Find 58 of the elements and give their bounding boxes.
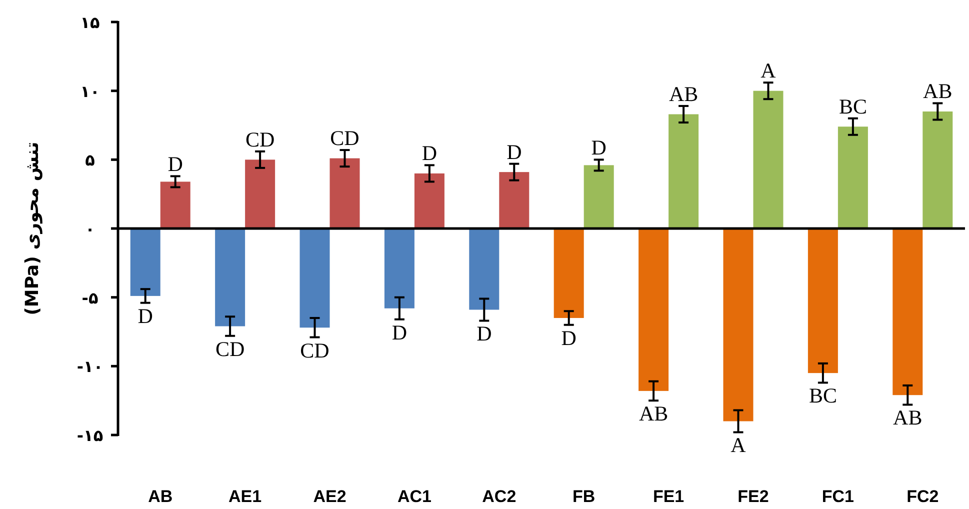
bar [499, 172, 530, 228]
y-axis-title: تنش محوری (MPa) [22, 142, 43, 316]
bar [469, 228, 500, 310]
y-tick-label: ۱۰ [80, 82, 100, 101]
x-tick-label: AC2 [482, 487, 516, 506]
y-tick-label: ۱۵ [80, 13, 100, 32]
x-tick-label: FC2 [906, 487, 939, 506]
bar [638, 228, 669, 391]
data-label: BC [838, 94, 867, 118]
bar [554, 228, 584, 318]
data-label: AB [893, 406, 922, 430]
y-tick-label: ۵ [85, 150, 96, 170]
y-tick-label: ۰ [85, 220, 95, 238]
bar [330, 158, 360, 228]
data-label: D [422, 141, 438, 166]
bar [808, 228, 838, 374]
data-label: D [168, 152, 183, 176]
x-tick-label: FE2 [738, 487, 769, 506]
bar [668, 114, 699, 228]
data-label: CD [215, 336, 245, 361]
bar [384, 228, 414, 308]
x-tick-label: AE2 [313, 487, 346, 506]
bar [723, 228, 754, 422]
bar [922, 111, 953, 228]
data-label: D [138, 304, 153, 328]
bar [160, 182, 190, 228]
data-label: BC [808, 384, 837, 408]
bar [245, 160, 276, 228]
data-label: D [506, 140, 522, 164]
data-label: AB [923, 79, 952, 104]
data-label: D [476, 322, 492, 346]
data-label: CD [245, 127, 275, 152]
x-tick-label: FE1 [652, 487, 684, 506]
y-tick-label: -۱۰ [76, 357, 104, 376]
data-label: A [760, 58, 777, 83]
data-label: D [392, 320, 408, 344]
data-label: A [730, 433, 747, 458]
bar [838, 126, 868, 228]
bar [892, 228, 923, 396]
data-label: CD [330, 126, 360, 150]
y-tick-label: -۱۵ [76, 426, 104, 445]
bar [584, 165, 614, 228]
x-tick-label: AB [148, 487, 173, 506]
data-label: AB [668, 82, 698, 106]
y-tick-label: -۵ [82, 288, 98, 308]
x-tick-label: AC1 [397, 487, 432, 506]
bar [753, 90, 784, 228]
bar [130, 228, 160, 296]
bar [215, 228, 246, 326]
bar [414, 173, 444, 228]
x-tick-label: FB [572, 487, 596, 506]
x-tick-label: FC1 [822, 487, 854, 506]
data-label: D [591, 136, 606, 160]
data-label: D [561, 326, 576, 350]
bar [300, 228, 330, 328]
x-tick-label: AE1 [228, 487, 262, 506]
data-label: AB [638, 402, 668, 426]
data-label: CD [300, 338, 330, 362]
